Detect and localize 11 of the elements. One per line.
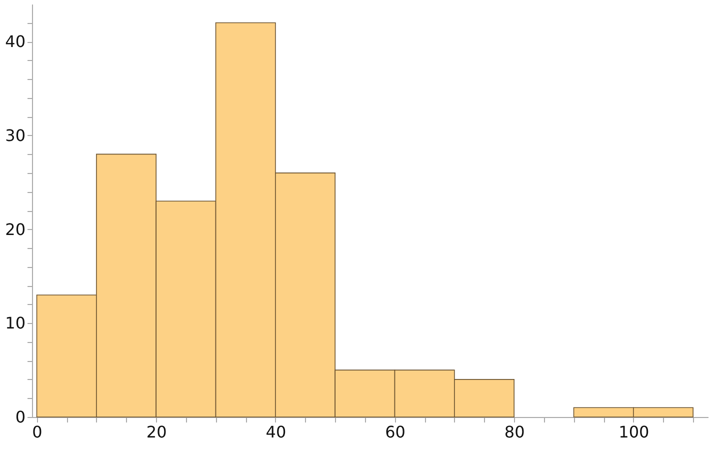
x-tick-label: 100: [618, 422, 650, 442]
y-tick-label: 30: [5, 126, 26, 145]
y-tick-label: 20: [5, 220, 26, 239]
x-tick-label: 80: [504, 422, 525, 442]
x-tick-label: 20: [146, 422, 167, 442]
x-tick-label: 0: [32, 422, 42, 442]
x-tick-label: 60: [385, 422, 406, 442]
y-tick-label: 10: [5, 314, 26, 333]
x-tick-label: 40: [266, 422, 286, 442]
y-tick-label: 0: [15, 408, 26, 426]
y-tick-label: 40: [5, 32, 26, 52]
